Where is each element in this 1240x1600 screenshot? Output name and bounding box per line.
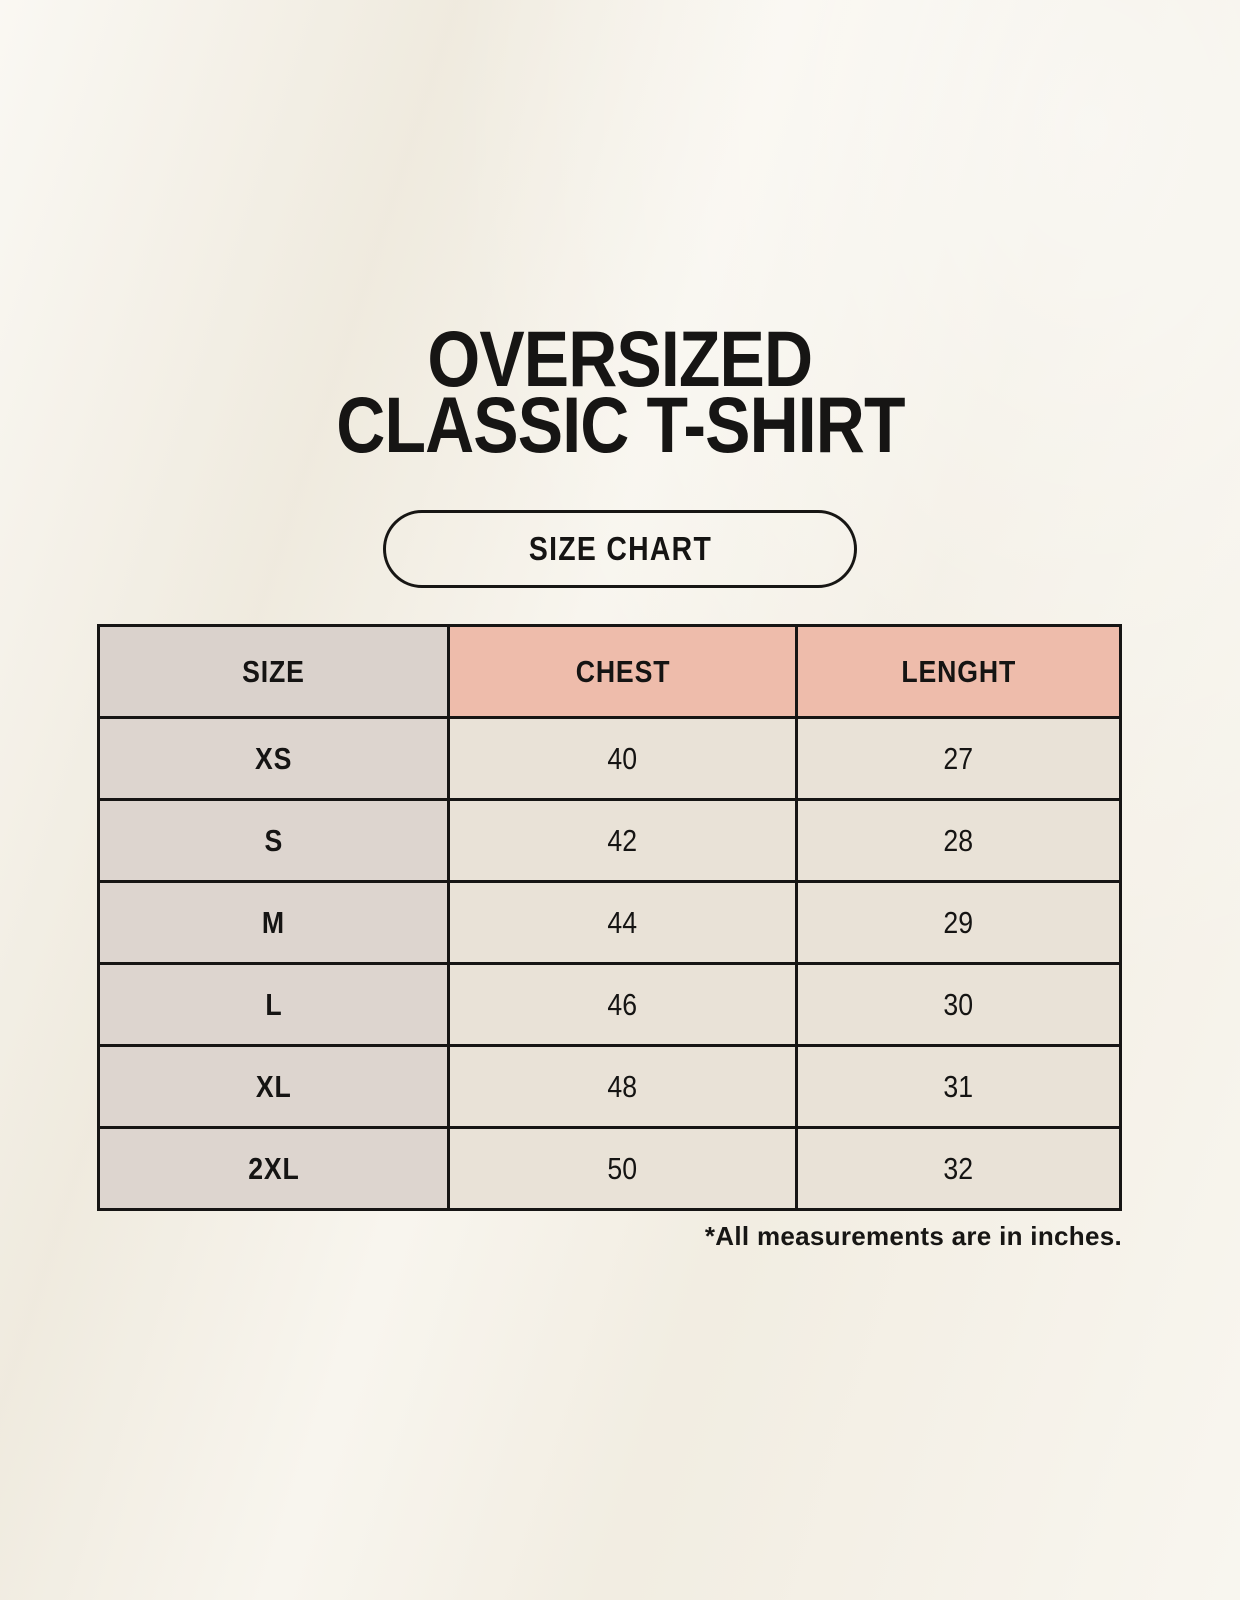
cell-chest: 50 bbox=[447, 1126, 798, 1211]
table-header-row: SIZE CHEST LENGHT bbox=[96, 624, 1123, 719]
cell-size: XS bbox=[96, 716, 451, 801]
size-table-body: XS 40 27 S 42 28 M 44 29 L 46 30 XL 48 bbox=[96, 716, 1123, 1211]
cell-lenght: 27 bbox=[794, 716, 1123, 801]
table-row-xs: XS 40 27 bbox=[96, 716, 1123, 801]
cell-size: S bbox=[96, 798, 451, 883]
header-size-label: SIZE bbox=[242, 653, 306, 689]
cell-lenght: 32 bbox=[794, 1126, 1123, 1211]
size-table-header: SIZE CHEST LENGHT bbox=[96, 624, 1123, 719]
cell-lenght: 30 bbox=[794, 962, 1123, 1047]
table-row-xl: XL 48 31 bbox=[96, 1044, 1123, 1129]
header-cell-chest: CHEST bbox=[447, 624, 798, 719]
cell-size: XL bbox=[96, 1044, 451, 1129]
measurements-footnote: *All measurements are in inches. bbox=[704, 1221, 1122, 1251]
cell-chest: 42 bbox=[447, 798, 798, 883]
page-title: OVERSIZED CLASSIC T-SHIRT bbox=[0, 0, 1240, 469]
header-lenght-label: LENGHT bbox=[901, 653, 1016, 689]
header-cell-size: SIZE bbox=[96, 624, 451, 719]
cell-lenght: 29 bbox=[794, 880, 1123, 965]
cell-chest: 44 bbox=[447, 880, 798, 965]
size-chart-badge-label: SIZE CHART bbox=[528, 530, 712, 567]
cell-chest: 48 bbox=[447, 1044, 798, 1129]
cell-lenght: 28 bbox=[794, 798, 1123, 883]
header-chest-label: CHEST bbox=[575, 653, 670, 689]
table-row-m: M 44 29 bbox=[96, 880, 1123, 965]
cell-size: L bbox=[96, 962, 451, 1047]
cell-size: 2XL bbox=[96, 1126, 451, 1211]
cell-lenght: 31 bbox=[794, 1044, 1123, 1129]
title-line-1: OVERSIZED bbox=[427, 314, 814, 403]
header-cell-lenght: LENGHT bbox=[794, 624, 1123, 719]
cell-chest: 40 bbox=[447, 716, 798, 801]
size-chart-badge: SIZE CHART bbox=[383, 510, 857, 588]
table-row-l: L 46 30 bbox=[96, 962, 1123, 1047]
table-row-s: S 42 28 bbox=[96, 798, 1123, 883]
cell-chest: 46 bbox=[447, 962, 798, 1047]
title-line-2: CLASSIC T-SHIRT bbox=[335, 380, 905, 469]
size-table: SIZE CHEST LENGHT XS 40 27 S 42 28 M 44 … bbox=[96, 624, 1123, 1211]
cell-size: M bbox=[96, 880, 451, 965]
table-row-2xl: 2XL 50 32 bbox=[96, 1126, 1123, 1211]
